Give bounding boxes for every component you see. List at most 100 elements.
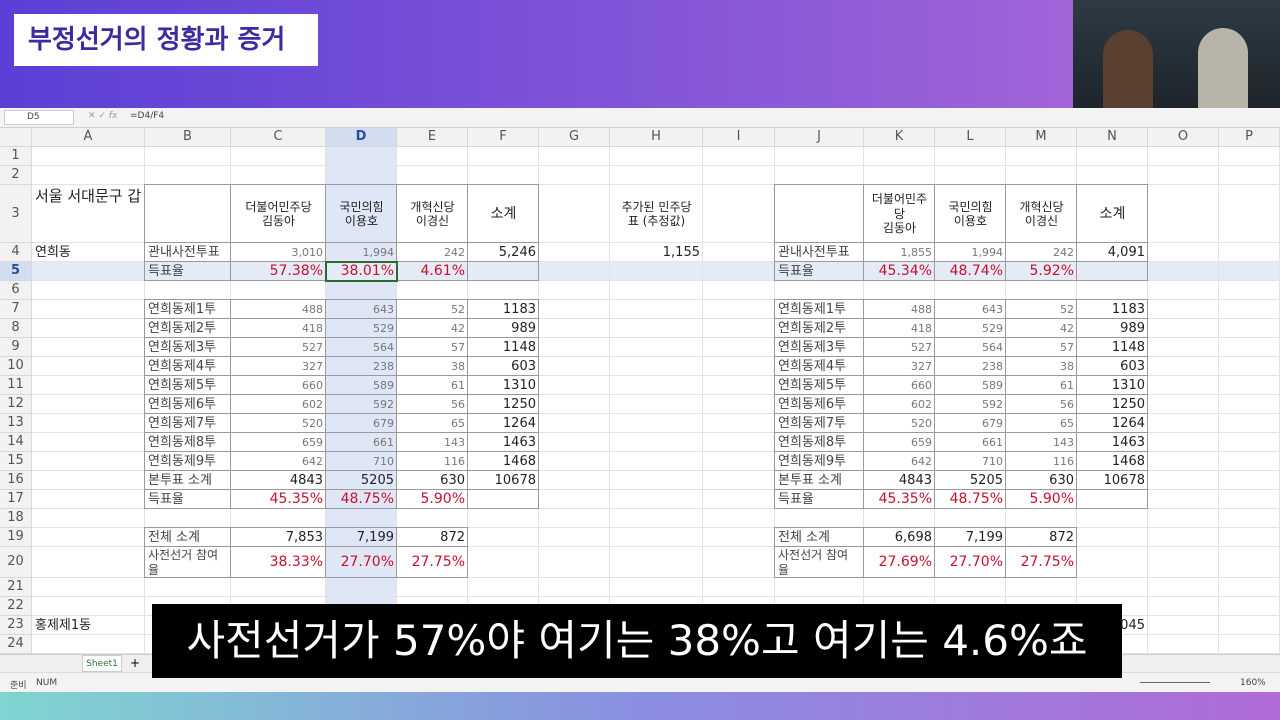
cell[interactable]: 603 (511, 358, 536, 374)
cell[interactable]: 242 (1053, 245, 1074, 259)
cell[interactable]: 27.75% (411, 554, 465, 571)
cell[interactable]: 872 (440, 529, 465, 545)
cell[interactable]: 소계 (1099, 205, 1126, 222)
cell[interactable]: 642 (911, 454, 932, 468)
cell[interactable]: 527 (911, 340, 932, 354)
cell[interactable]: 38.01% (340, 263, 394, 280)
cell[interactable]: 7,853 (285, 529, 323, 545)
cell[interactable]: 연희동제8투 (778, 434, 847, 450)
cell[interactable]: 1264 (502, 415, 536, 431)
cell[interactable]: 연희동제5투 (148, 377, 217, 393)
cell[interactable]: 643 (373, 302, 394, 316)
cell[interactable]: 488 (911, 302, 932, 316)
cell[interactable]: 5205 (969, 472, 1003, 488)
cell[interactable]: 48.74% (949, 263, 1003, 280)
cell[interactable]: 5.92% (1029, 263, 1074, 280)
cell[interactable]: 989 (511, 320, 536, 336)
cell[interactable]: 5.90% (420, 491, 465, 508)
name-box[interactable]: D5 (4, 110, 74, 125)
cell[interactable]: 더불어민주당 김동아 (245, 199, 312, 228)
cell[interactable]: 연희동제1투 (148, 301, 217, 317)
cell[interactable]: 143 (1053, 435, 1074, 449)
cell[interactable]: 연희동제2투 (148, 320, 217, 336)
cell[interactable]: 연희동제5투 (778, 377, 847, 393)
cell[interactable]: 본투표 소계 (778, 472, 842, 488)
cell[interactable]: 45.35% (878, 491, 932, 508)
cell[interactable]: 국민의힘 이용호 (948, 199, 993, 228)
cell[interactable]: 득표율 (778, 263, 814, 279)
cell[interactable]: 1,994 (362, 245, 395, 259)
cell[interactable]: 전체 소계 (148, 529, 200, 545)
cell[interactable]: 643 (982, 302, 1003, 316)
cell[interactable]: 6,698 (894, 529, 932, 545)
cell[interactable]: 연희동 (35, 244, 71, 260)
cell[interactable]: 연희동제8투 (148, 434, 217, 450)
cell[interactable]: 872 (1049, 529, 1074, 545)
cell[interactable]: 660 (911, 378, 932, 392)
cell[interactable]: 659 (302, 435, 323, 449)
cell[interactable]: 661 (373, 435, 394, 449)
cell[interactable]: 1250 (502, 396, 536, 412)
cell[interactable]: 4843 (898, 472, 932, 488)
cell[interactable]: 1310 (1111, 377, 1145, 393)
cell[interactable]: 소계 (490, 205, 517, 222)
cell[interactable]: 520 (911, 416, 932, 430)
cell[interactable]: 989 (1120, 320, 1145, 336)
cell[interactable]: 득표율 (148, 263, 184, 279)
cell[interactable]: 529 (982, 321, 1003, 335)
cell[interactable]: 연희동제7투 (148, 415, 217, 431)
cell[interactable]: 589 (373, 378, 394, 392)
cell[interactable]: 65 (451, 416, 465, 430)
cell[interactable]: 27.75% (1020, 554, 1074, 571)
sheet-tab[interactable]: Sheet1 (82, 655, 122, 672)
cell[interactable]: 61 (1060, 378, 1074, 392)
cell[interactable]: 1310 (502, 377, 536, 393)
cell[interactable]: 7,199 (965, 529, 1003, 545)
cell[interactable]: 국민의힘 이용호 (339, 199, 384, 228)
cell[interactable]: 1,994 (971, 245, 1004, 259)
cell[interactable]: 418 (911, 321, 932, 335)
cell[interactable]: 1264 (1111, 415, 1145, 431)
cell[interactable]: 1250 (1111, 396, 1145, 412)
cell[interactable]: 660 (302, 378, 323, 392)
cell[interactable]: 45.34% (878, 263, 932, 280)
cell[interactable]: 연희동제3투 (148, 339, 217, 355)
cell[interactable]: 관내사전투표 (778, 244, 850, 260)
cell[interactable]: 서울 서대문구 갑 (35, 187, 142, 205)
add-sheet[interactable]: + (130, 656, 141, 670)
cell[interactable]: 연희동제7투 (778, 415, 847, 431)
cell[interactable]: 564 (373, 340, 394, 354)
cell[interactable]: 45.35% (269, 491, 323, 508)
spreadsheet[interactable]: A B C D E F G H I J K L M N O P 1 2 3 4 5 6 7 8 9 10 11 12 13 14 15 16 1… (0, 128, 1280, 654)
cell[interactable]: 38 (451, 359, 465, 373)
cell[interactable]: 27.70% (340, 554, 394, 571)
cell[interactable]: 더불어민주 당 김동아 (871, 192, 928, 236)
cell[interactable]: 1183 (1111, 301, 1145, 317)
cell[interactable]: 57 (451, 340, 465, 354)
cell[interactable]: 연희동제9투 (148, 453, 217, 469)
cell[interactable]: 개혁신당 이경신 (410, 199, 455, 228)
cell[interactable]: 득표율 (148, 491, 184, 507)
cell[interactable]: 48.75% (949, 491, 1003, 508)
cell[interactable]: 10678 (494, 472, 536, 488)
cell[interactable]: 42 (1060, 321, 1074, 335)
cell[interactable]: 589 (982, 378, 1003, 392)
cell[interactable]: 연희동제9투 (778, 453, 847, 469)
cell[interactable]: 42 (451, 321, 465, 335)
cell[interactable]: 연희동제4투 (148, 358, 217, 374)
cell[interactable]: 488 (302, 302, 323, 316)
cell[interactable]: 1463 (502, 434, 536, 450)
cell[interactable]: 1468 (1111, 453, 1145, 469)
cell[interactable]: 564 (982, 340, 1003, 354)
cell[interactable]: 7,199 (356, 529, 394, 545)
cell[interactable]: 3,010 (291, 245, 324, 259)
cell[interactable]: 327 (302, 359, 323, 373)
zoom-slider[interactable] (1140, 682, 1210, 683)
cell[interactable]: 27.69% (878, 554, 932, 571)
cell[interactable]: 642 (302, 454, 323, 468)
cell[interactable]: 57 (1060, 340, 1074, 354)
cell[interactable]: 602 (911, 397, 932, 411)
cell[interactable]: 116 (1053, 454, 1074, 468)
cell[interactable]: 연희동제6투 (148, 396, 217, 412)
cell[interactable]: 1,855 (900, 245, 933, 259)
